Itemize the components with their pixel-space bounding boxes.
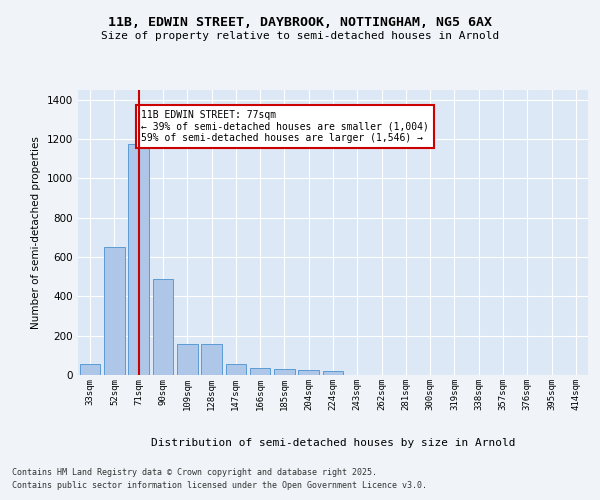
- Bar: [177, 344, 197, 375]
- Text: 11B EDWIN STREET: 77sqm
← 39% of semi-detached houses are smaller (1,004)
59% of: 11B EDWIN STREET: 77sqm ← 39% of semi-de…: [141, 110, 429, 143]
- Bar: [298, 370, 319, 375]
- Text: Size of property relative to semi-detached houses in Arnold: Size of property relative to semi-detach…: [101, 31, 499, 41]
- Y-axis label: Number of semi-detached properties: Number of semi-detached properties: [31, 136, 41, 329]
- Bar: [152, 278, 173, 375]
- Bar: [323, 371, 343, 375]
- Bar: [201, 344, 222, 375]
- Bar: [104, 247, 125, 375]
- Text: Contains public sector information licensed under the Open Government Licence v3: Contains public sector information licen…: [12, 482, 427, 490]
- Text: Distribution of semi-detached houses by size in Arnold: Distribution of semi-detached houses by …: [151, 438, 515, 448]
- Bar: [80, 364, 100, 375]
- Text: 11B, EDWIN STREET, DAYBROOK, NOTTINGHAM, NG5 6AX: 11B, EDWIN STREET, DAYBROOK, NOTTINGHAM,…: [108, 16, 492, 29]
- Bar: [250, 368, 271, 375]
- Bar: [226, 364, 246, 375]
- Text: Contains HM Land Registry data © Crown copyright and database right 2025.: Contains HM Land Registry data © Crown c…: [12, 468, 377, 477]
- Bar: [274, 369, 295, 375]
- Bar: [128, 144, 149, 375]
